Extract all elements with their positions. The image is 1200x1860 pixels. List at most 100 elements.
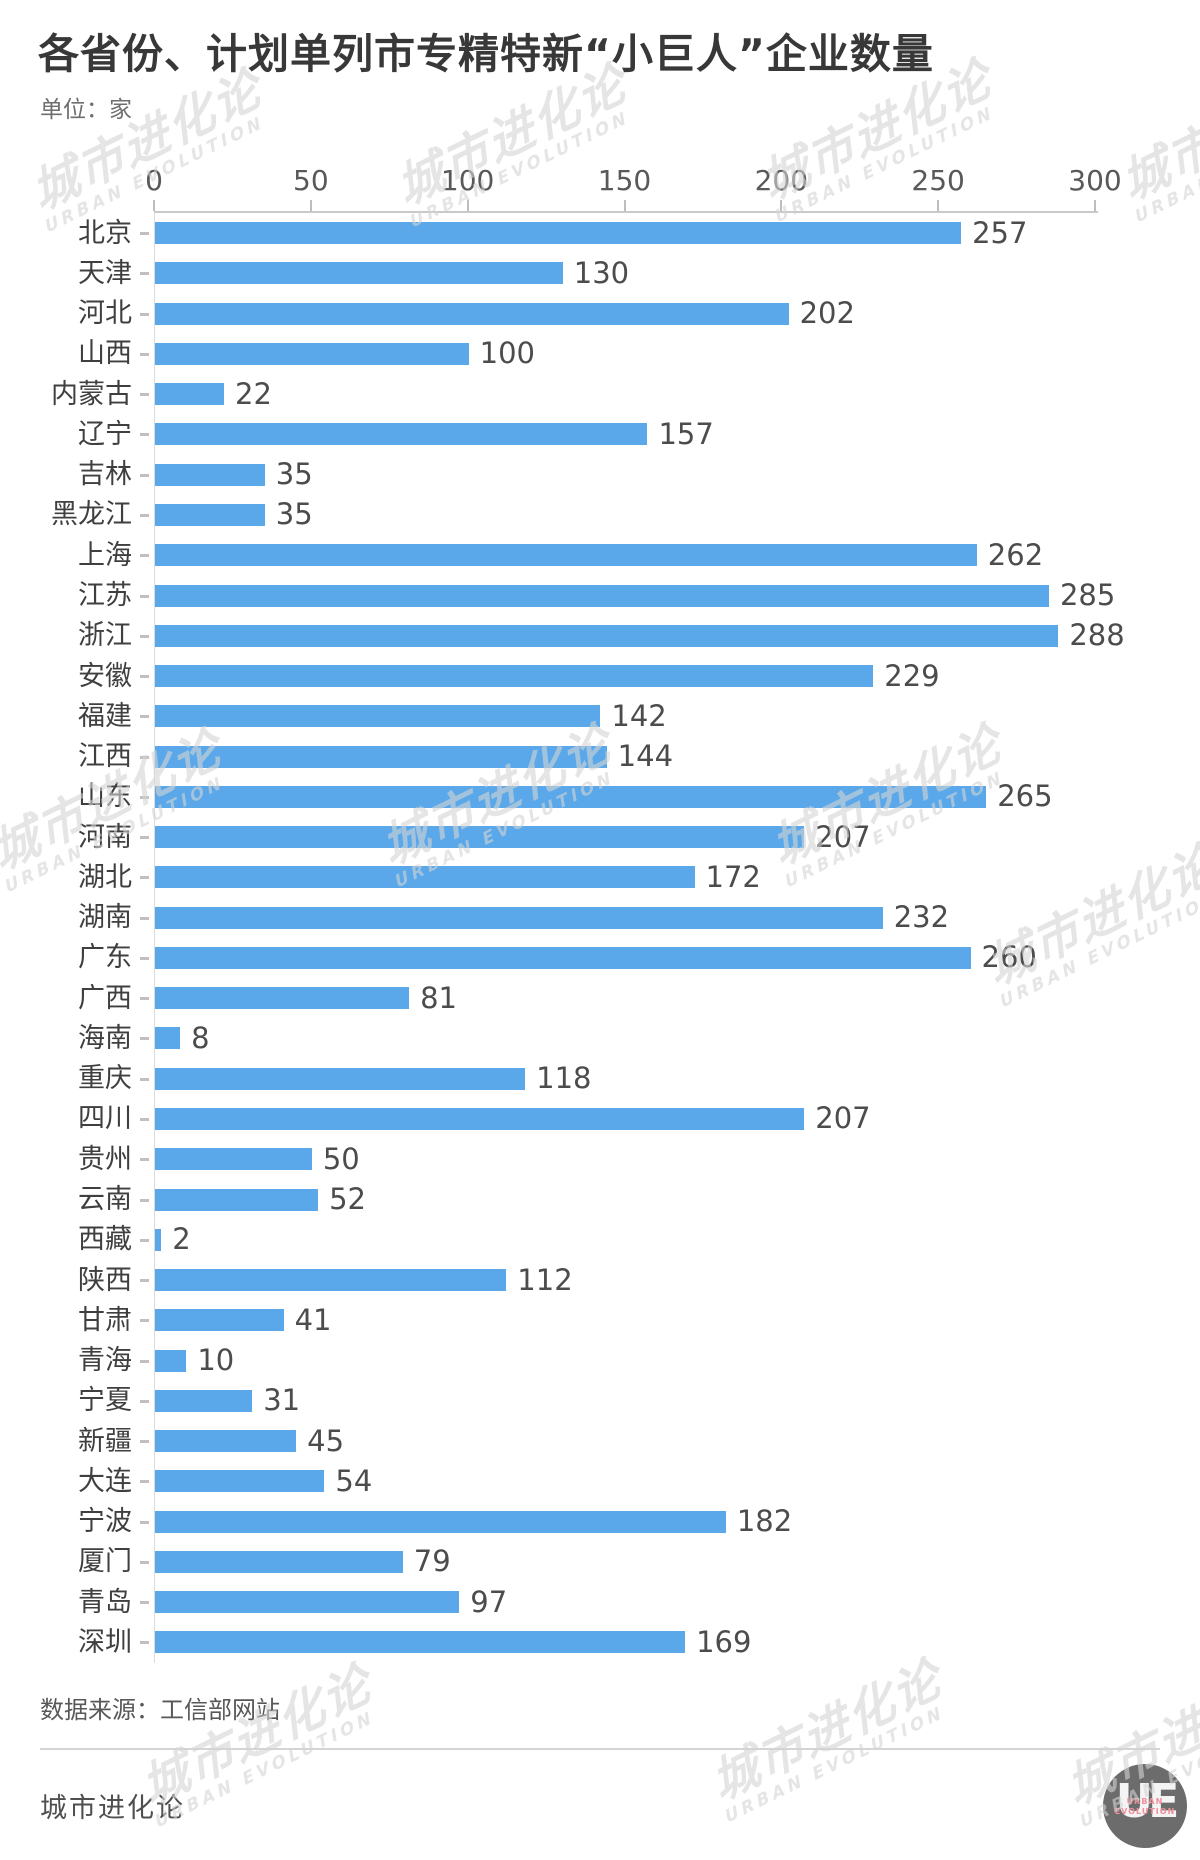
- row-plot: 2: [154, 1219, 1200, 1260]
- row-plot: 157: [154, 414, 1200, 455]
- x-axis: 0 50 100 150 200 250 300: [145, 158, 1122, 213]
- bar-row: 重庆 118: [0, 1058, 1200, 1099]
- row-label: 浙江: [0, 622, 154, 649]
- row-plot: 229: [154, 655, 1200, 697]
- bar-row: 山东 265: [0, 776, 1200, 817]
- bar-rows: 北京 257 天津 130 河北 202 山西 10: [0, 213, 1200, 1663]
- bar-value: 54: [335, 1463, 373, 1498]
- x-axis-tick-mark: [466, 200, 469, 211]
- bar-row: 上海 262: [0, 535, 1200, 576]
- bar-value: 2: [172, 1222, 191, 1257]
- row-plot: 35: [154, 454, 1200, 495]
- bar-row: 新疆 45: [0, 1420, 1200, 1462]
- row-label: 青岛: [0, 1589, 154, 1616]
- row-plot: 262: [154, 535, 1200, 576]
- bar-row: 深圳 169: [0, 1622, 1200, 1663]
- bar-row: 青海 10: [0, 1340, 1200, 1381]
- row-plot: 144: [154, 736, 1200, 777]
- bar-value: 100: [479, 336, 536, 371]
- row-plot: 10: [154, 1340, 1200, 1381]
- footer-brand: 城市进化论: [40, 1793, 185, 1824]
- bar: [155, 544, 977, 567]
- bar-row: 云南 52: [0, 1179, 1200, 1220]
- bar: [155, 946, 971, 969]
- bar-row: 甘肃 41: [0, 1300, 1200, 1341]
- bar-row: 湖北 172: [0, 857, 1200, 898]
- row-label: 新疆: [0, 1428, 154, 1455]
- row-plot: 31: [154, 1380, 1200, 1421]
- row-label: 辽宁: [0, 421, 154, 448]
- row-label: 北京: [0, 220, 154, 247]
- bar-value: 10: [197, 1343, 235, 1378]
- bar: [155, 222, 962, 245]
- bar-value: 229: [884, 658, 940, 693]
- bar-value: 118: [536, 1061, 592, 1096]
- bar: [155, 423, 648, 446]
- row-plot: 130: [154, 253, 1200, 294]
- unit-label: 单位：家: [40, 97, 132, 123]
- row-plot: 52: [154, 1179, 1200, 1220]
- x-axis-tick-mark: [309, 200, 312, 211]
- bar: [155, 463, 265, 486]
- bar-row: 安徽 229: [0, 655, 1200, 697]
- row-label: 海南: [0, 1025, 154, 1052]
- x-axis-tick-label: 250: [911, 164, 965, 197]
- bar-row: 四川 207: [0, 1098, 1200, 1140]
- bar-value: 31: [263, 1383, 301, 1418]
- row-plot: 260: [154, 937, 1200, 979]
- bar: [155, 785, 987, 808]
- bar-row: 河北 202: [0, 293, 1200, 334]
- bar: [155, 262, 563, 285]
- page-title: 各省份、计划单列市专精特新“小巨人”企业数量: [38, 30, 934, 78]
- row-plot: 79: [154, 1541, 1200, 1583]
- bar-row: 大连 54: [0, 1461, 1200, 1502]
- row-plot: 97: [154, 1582, 1200, 1623]
- bar-row: 宁夏 31: [0, 1380, 1200, 1421]
- bar-row: 陕西 112: [0, 1259, 1200, 1301]
- row-plot: 232: [154, 897, 1200, 938]
- row-plot: 22: [154, 374, 1200, 415]
- bar: [155, 987, 410, 1010]
- row-plot: 142: [154, 696, 1200, 737]
- bar-value: 182: [736, 1504, 793, 1539]
- bar-value: 169: [696, 1624, 752, 1659]
- row-label: 内蒙古: [0, 381, 154, 408]
- bar-value: 265: [997, 779, 1053, 814]
- x-axis-tick-label: 50: [293, 164, 329, 197]
- bar-row: 福建 142: [0, 696, 1200, 737]
- ue-logo-letters: UE: [1115, 1774, 1180, 1828]
- row-plot: 207: [154, 816, 1200, 858]
- row-label: 青海: [0, 1347, 154, 1374]
- row-label: 上海: [0, 542, 154, 569]
- row-plot: 118: [154, 1058, 1200, 1099]
- bar-row: 广东 260: [0, 937, 1200, 979]
- bar-value: 97: [470, 1584, 508, 1619]
- bar: [155, 826, 805, 849]
- bar-value: 41: [294, 1302, 332, 1337]
- row-plot: 100: [154, 333, 1200, 375]
- row-plot: 112: [154, 1259, 1200, 1301]
- row-label: 甘肃: [0, 1307, 154, 1334]
- bar: [155, 1148, 312, 1171]
- x-axis-tick-mark: [780, 200, 783, 211]
- bar: [155, 1550, 403, 1573]
- row-label: 黑龙江: [0, 501, 154, 528]
- row-label: 吉林: [0, 461, 154, 488]
- row-plot: 169: [154, 1622, 1200, 1663]
- x-axis-tick-mark: [1094, 200, 1096, 211]
- row-label: 四川: [0, 1105, 154, 1132]
- bar: [155, 1430, 297, 1453]
- bar: [155, 1188, 319, 1211]
- row-label: 福建: [0, 703, 154, 730]
- bar: [155, 1309, 284, 1332]
- row-label: 湖南: [0, 904, 154, 931]
- bar-value: 172: [705, 859, 761, 894]
- row-label: 陕西: [0, 1267, 154, 1294]
- bar: [155, 1591, 460, 1614]
- bar: [155, 1389, 253, 1412]
- bar: [155, 624, 1059, 647]
- row-label: 重庆: [0, 1065, 154, 1092]
- bar: [155, 665, 874, 688]
- row-label: 宁波: [0, 1508, 154, 1535]
